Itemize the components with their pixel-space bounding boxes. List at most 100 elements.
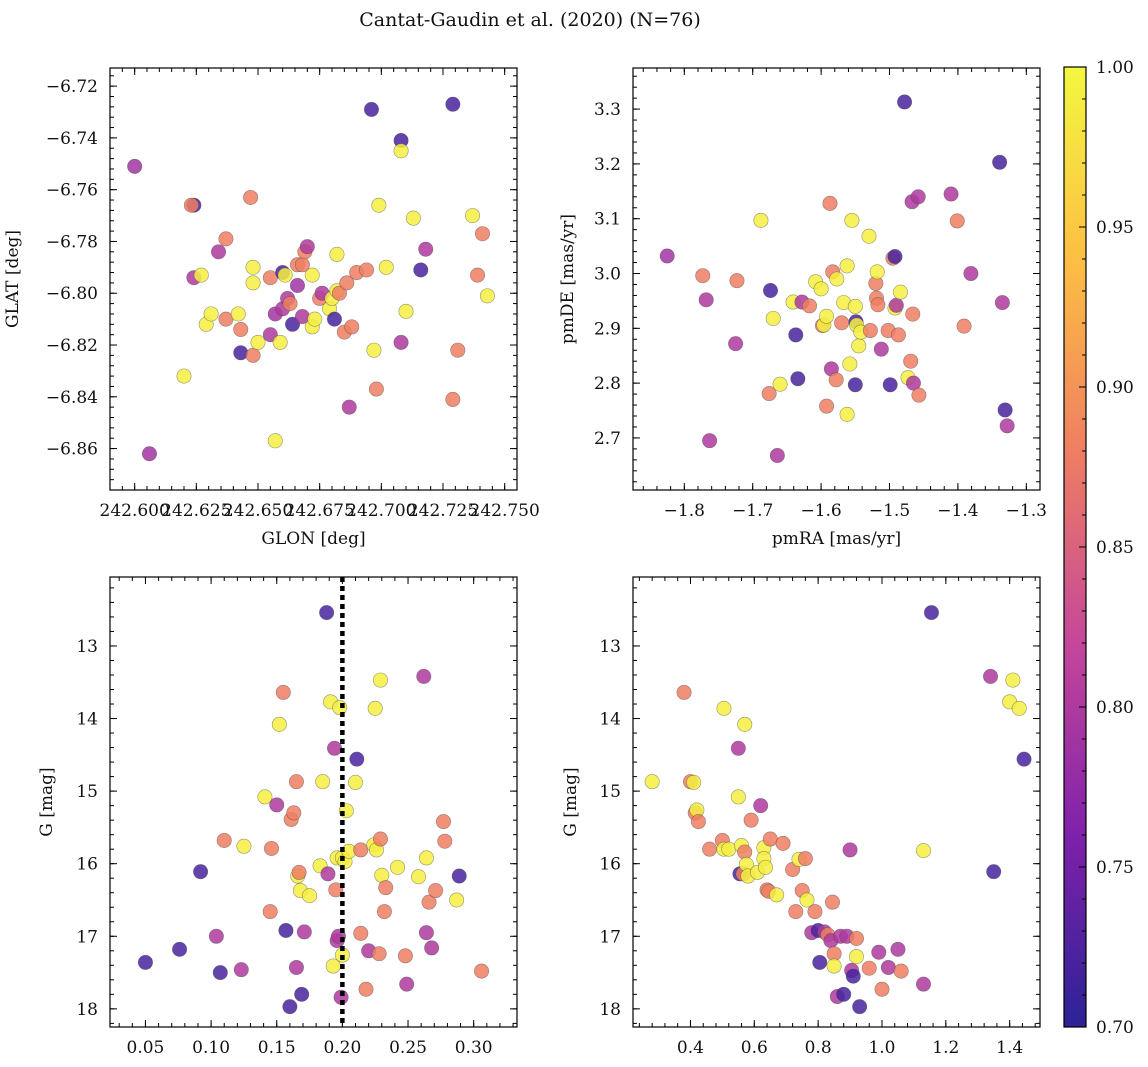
panel-pmra-pmde: −1.8 −1.7 −1.6 −1.5 −1.4 −1.3 2.7 2.8 2.9 3.0 3.1 3…: [558, 67, 1047, 549]
x-tick-label: 242.700: [346, 501, 416, 521]
data-point: [873, 341, 889, 357]
data-point: [465, 208, 481, 224]
data-point: [326, 311, 342, 327]
data-point: [294, 986, 310, 1002]
scatter-points: [127, 96, 495, 462]
data-point: [870, 297, 886, 313]
data-point: [127, 158, 143, 174]
x-tick-label: 242.750: [470, 501, 540, 521]
data-point: [892, 284, 908, 300]
data-point: [1016, 751, 1032, 767]
plot-frame: [632, 576, 1041, 1028]
data-point: [807, 904, 823, 920]
data-point: [826, 958, 842, 974]
x-tick-label: 242.625: [161, 501, 231, 521]
y-tick-label: 17: [76, 927, 98, 947]
data-point: [911, 387, 927, 403]
data-point: [848, 930, 864, 946]
data-point: [994, 295, 1010, 311]
data-point: [212, 965, 228, 981]
data-point: [644, 774, 660, 790]
data-point: [861, 228, 877, 244]
data-point: [372, 672, 388, 688]
data-point: [378, 880, 394, 896]
data-point: [275, 684, 291, 700]
data-point: [353, 842, 369, 858]
data-point: [366, 342, 382, 358]
plot-frame: [109, 67, 518, 491]
data-point: [291, 864, 307, 880]
data-point: [288, 774, 304, 790]
data-point: [888, 297, 904, 313]
data-point: [413, 262, 429, 278]
data-point: [992, 154, 1008, 170]
data-point: [834, 315, 850, 331]
data-point: [847, 377, 863, 393]
data-point: [676, 684, 692, 700]
data-point: [378, 259, 394, 275]
x-tick-label: 242.725: [408, 501, 478, 521]
data-point: [999, 418, 1015, 434]
data-point: [282, 296, 298, 312]
x-tick-label: 1.4: [996, 1038, 1023, 1058]
data-point: [943, 186, 959, 202]
data-point: [418, 241, 434, 257]
data-point: [285, 316, 301, 332]
data-point: [289, 277, 305, 293]
data-point: [368, 381, 384, 397]
data-point: [267, 433, 283, 449]
data-point: [272, 334, 288, 350]
data-point: [411, 869, 427, 885]
data-point: [302, 888, 318, 904]
colorbar-tick-label: 0.85: [1096, 538, 1134, 558]
data-point: [702, 841, 718, 857]
y-tick-label: 13: [599, 637, 621, 657]
data-point: [819, 398, 835, 414]
y-tick-label: 3.3: [594, 100, 621, 120]
data-point: [319, 605, 335, 621]
data-point: [762, 283, 778, 299]
data-point: [743, 812, 759, 828]
data-point: [828, 372, 844, 388]
data-point: [730, 740, 746, 756]
data-point: [1005, 672, 1021, 688]
data-point: [470, 267, 486, 283]
data-point: [211, 244, 227, 260]
data-point: [839, 406, 855, 422]
data-point: [208, 928, 224, 944]
y-tick-label: −6.78: [46, 232, 98, 252]
data-point: [890, 941, 906, 957]
data-point: [230, 306, 246, 322]
data-point: [915, 843, 931, 859]
data-point: [327, 740, 343, 756]
data-point: [286, 805, 302, 821]
data-point: [331, 285, 347, 301]
data-point: [271, 716, 287, 732]
data-point: [397, 948, 413, 964]
y-tick-label: 17: [599, 927, 621, 947]
data-point: [418, 850, 434, 866]
data-point: [282, 999, 298, 1015]
data-point: [874, 981, 890, 997]
data-point: [842, 842, 858, 858]
y-tick-label: 18: [76, 1000, 98, 1020]
data-point: [949, 213, 965, 229]
data-point: [799, 892, 815, 908]
colorbar-tick-label: 0.75: [1096, 858, 1134, 878]
data-point: [262, 327, 278, 343]
data-point: [737, 716, 753, 732]
colorbar-tick-label: 0.90: [1096, 378, 1134, 398]
data-point: [698, 292, 714, 308]
data-point: [801, 298, 817, 314]
x-tick-label: 0.30: [455, 1038, 493, 1058]
data-point: [329, 246, 345, 262]
colorbar-tick-label: 0.80: [1096, 698, 1134, 718]
data-point: [790, 371, 806, 387]
data-point: [359, 262, 375, 278]
data-point: [299, 239, 315, 255]
data-point: [183, 197, 199, 213]
data-point: [775, 835, 791, 851]
data-point: [307, 311, 323, 327]
data-point: [233, 345, 249, 361]
data-point: [435, 814, 451, 830]
